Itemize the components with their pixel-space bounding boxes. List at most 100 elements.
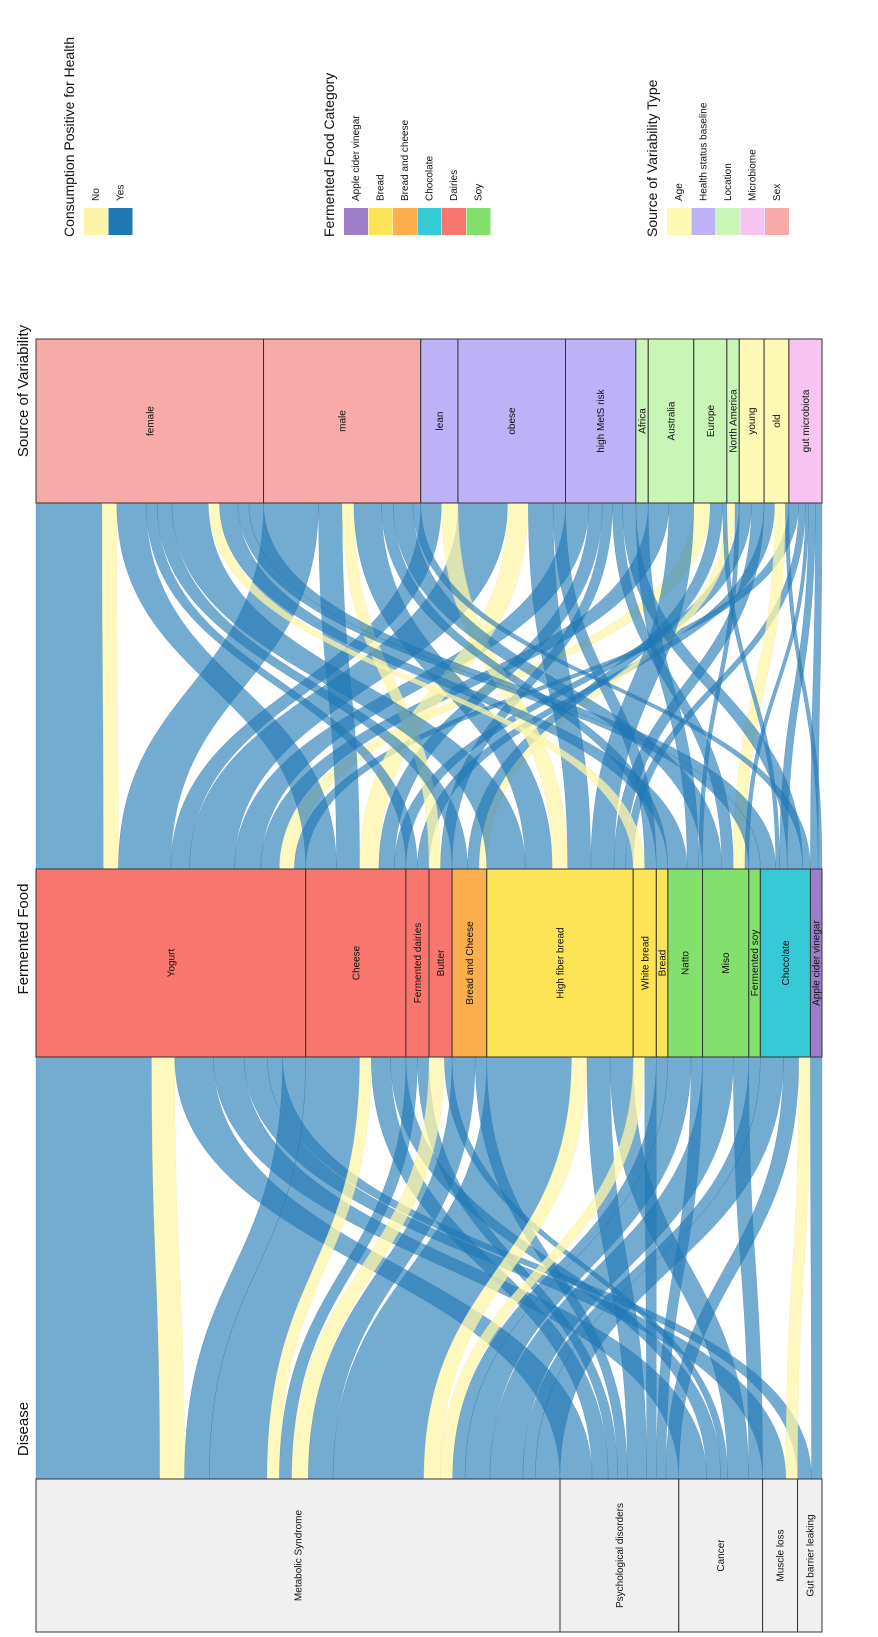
disease-node-label-metabolic-syndrome: Metabolic Syndrome — [294, 1509, 305, 1601]
legend-swatch-yes — [108, 208, 133, 235]
axis-title-disease: Disease — [15, 1402, 32, 1456]
food-node-label-miso: Miso — [721, 952, 732, 974]
disease-node-label-gut-barrier-leaking: Gut barrier leaking — [805, 1514, 816, 1596]
disease-node-metabolic-syndrome: Metabolic Syndrome — [35, 1478, 561, 1633]
source-node-label-africa: Africa — [638, 408, 649, 434]
alluvial-chart: Metabolic Syndrome Psychological disorder… — [15, 37, 823, 1633]
food-node-butter: Butter — [428, 868, 453, 1058]
source-node-north-america: North America — [726, 338, 740, 504]
axis-title-fermented-food: Fermented Food — [15, 884, 32, 995]
legend-swatch-sex — [765, 208, 789, 235]
source-node-label-gut-microbiota: gut microbiota — [801, 389, 812, 452]
legend-label-health-status-baseline: Health status baseline — [699, 102, 710, 201]
legend-title-consumption-positive-for-health: Consumption Positive for Health — [61, 37, 77, 237]
legend-swatch-dairies — [442, 208, 466, 235]
legend-title-fermented-food-category: Fermented Food Category — [321, 73, 337, 237]
axis-title-source-of-variability: Source of Variability — [15, 324, 32, 457]
disease-node-psychological-disorders: Psychological disorders — [559, 1478, 680, 1633]
food-node-yogurt: Yogurt — [35, 868, 307, 1058]
legend-layer: Consumption Positive for Health No Yes Ferm… — [61, 37, 789, 237]
legend-label-bread: Bread — [376, 174, 387, 201]
food-node-label-natto: Natto — [681, 951, 692, 975]
source-node-high-mets-risk: high MetS risk — [565, 338, 637, 504]
nodes-layer: Metabolic Syndrome Psychological disorder… — [35, 338, 823, 1633]
food-node-label-bread: Bread — [658, 950, 669, 977]
legend-swatch-location — [716, 208, 740, 235]
disease-node-box-gut-barrier-leaking — [797, 1478, 823, 1633]
disease-node-muscle-loss: Muscle loss — [762, 1478, 799, 1633]
legend-label-chocolate: Chocolate — [425, 156, 436, 201]
food-node-bread: Bread — [655, 868, 669, 1058]
legend-swatch-bread-and-cheese — [393, 208, 417, 235]
legend-label-yes: Yes — [116, 185, 127, 201]
legend-label-sex: Sex — [772, 184, 783, 201]
food-node-apple-cider-vinegar: Apple cider vinegar — [809, 868, 823, 1058]
source-node-australia: Australia — [647, 338, 695, 504]
source-node-label-male: male — [338, 410, 349, 432]
disease-node-gut-barrier-leaking: Gut barrier leaking — [797, 1478, 823, 1633]
source-node-label-australia: Australia — [667, 401, 678, 440]
axis-titles: Disease Fermented Food Source of Variabi… — [15, 324, 32, 1456]
source-node-label-north-america: North America — [729, 389, 740, 453]
legend-consumption-positive-for-health: Consumption Positive for Health No Yes — [61, 37, 133, 237]
food-node-label-butter: Butter — [436, 949, 447, 976]
legend-label-location: Location — [723, 163, 734, 201]
disease-node-cancer: Cancer — [678, 1478, 764, 1633]
food-node-white-bread: White bread — [632, 868, 657, 1058]
food-source-link-0 — [35, 502, 104, 870]
legend-swatch-no — [84, 208, 108, 235]
legend-title-source-of-variability-type: Source of Variability Type — [644, 79, 660, 237]
legend-swatch-soy — [466, 208, 491, 235]
source-node-female: female — [35, 338, 265, 504]
food-node-label-fermented-dairies: Fermented dairies — [413, 923, 424, 1004]
legend-swatch-health-status-baseline — [691, 208, 716, 235]
legend-swatch-chocolate — [417, 208, 442, 235]
food-node-bread-and-cheese: Bread and Cheese — [451, 868, 488, 1058]
legend-fermented-food-category: Fermented Food Category Apple cider vineg… — [321, 73, 491, 237]
food-node-label-fermented-soy: Fermented soy — [750, 930, 761, 997]
food-node-label-chocolate: Chocolate — [781, 940, 792, 985]
disease-node-label-muscle-loss: Muscle loss — [776, 1529, 787, 1581]
food-node-label-white-bread: White bread — [640, 936, 651, 990]
source-node-lean: lean — [420, 338, 459, 504]
source-node-europe: Europe — [693, 338, 728, 504]
food-node-chocolate: Chocolate — [759, 868, 811, 1058]
source-node-africa: Africa — [635, 338, 649, 504]
food-node-fermented-soy: Fermented soy — [748, 868, 761, 1058]
food-node-box-apple-cider-vinegar — [809, 868, 823, 1058]
disease-food-link-0 — [35, 1056, 160, 1480]
source-node-label-europe: Europe — [706, 404, 717, 437]
food-source-link-1 — [101, 502, 119, 870]
food-node-label-apple-cider-vinegar: Apple cider vinegar — [812, 920, 823, 1006]
food-node-miso: Miso — [702, 868, 750, 1058]
food-node-cheese: Cheese — [305, 868, 407, 1058]
source-node-old: old — [763, 338, 790, 504]
legend-swatch-apple-cider-vinegar — [344, 208, 368, 235]
legend-label-age: Age — [674, 183, 685, 201]
legend-swatch-age — [667, 208, 691, 235]
source-node-young: young — [738, 338, 765, 504]
legend-source-of-variability-type: Source of Variability Type Age Health stat… — [644, 79, 789, 237]
food-node-fermented-dairies: Fermented dairies — [405, 868, 430, 1058]
disease-node-label-psychological-disorders: Psychological disorders — [615, 1503, 626, 1608]
source-node-label-young: young — [747, 407, 758, 434]
food-node-label-yogurt: Yogurt — [166, 949, 177, 978]
source-node-label-lean: lean — [435, 412, 446, 431]
legend-label-apple-cider-vinegar: Apple cider vinegar — [351, 115, 362, 201]
food-node-label-high-fiber-bread: High fiber bread — [556, 927, 567, 998]
food-node-natto: Natto — [667, 868, 704, 1058]
legend-label-dairies: Dairies — [449, 170, 460, 201]
legend-swatch-bread — [368, 208, 393, 235]
food-node-high-fiber-bread: High fiber bread — [486, 868, 634, 1058]
source-node-gut-microbiota: gut microbiota — [788, 338, 823, 504]
legend-label-microbiome: Microbiome — [748, 149, 759, 201]
source-node-male: male — [263, 338, 422, 504]
disease-food-link-32 — [810, 1056, 823, 1480]
legend-swatch-microbiome — [740, 208, 765, 235]
source-node-label-high-mets-risk: high MetS risk — [596, 388, 607, 452]
food-node-label-cheese: Cheese — [351, 945, 362, 980]
source-node-obese: obese — [457, 338, 567, 504]
disease-node-label-cancer: Cancer — [716, 1539, 727, 1572]
source-node-label-obese: obese — [507, 407, 518, 435]
